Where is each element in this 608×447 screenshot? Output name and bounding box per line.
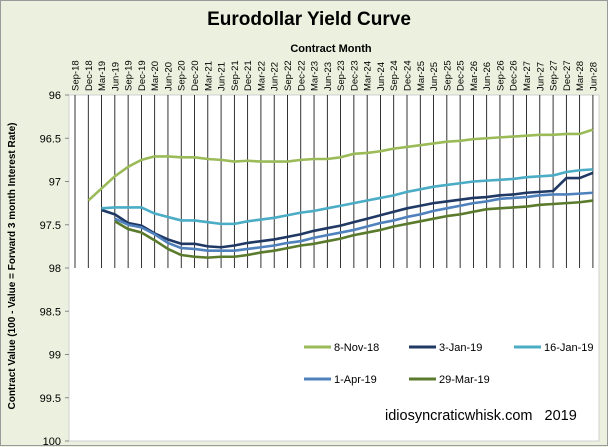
x-tick-label: Sep-26 [495,60,506,91]
x-tick-label: Sep-27 [549,60,560,91]
x-tick-label: Sep-21 [230,60,241,91]
series-line-8-Nov-18 [87,128,594,202]
chart-title: Eurodollar Yield Curve [207,9,411,30]
x-tick-label: Dec-18 [84,60,95,91]
x-tick-label: Mar-22 [256,61,267,91]
x-tick-label: Jun-21 [217,62,228,91]
x-tick-label: Dec-26 [509,60,520,91]
x-tick-label: Jun-22 [270,62,281,91]
x-axis-title: Contract Month [290,43,372,55]
x-tick-label: Mar-25 [416,61,427,91]
gridlines [74,95,594,268]
x-tick-label: Dec-23 [349,60,360,91]
x-tick-label: Dec-21 [243,60,254,91]
series-line-16-Jan-19 [101,168,594,226]
x-tick-label: Jun-19 [110,62,121,91]
x-tick-label: Mar-21 [203,61,214,91]
y-tick-label: 98.5 [40,306,61,318]
x-tick-label: Mar-27 [522,61,533,91]
legend-label-1-Apr-19: 1-Apr-19 [334,374,377,386]
x-tick-label: Mar-19 [97,61,108,91]
y-tick-label: 99 [49,350,61,362]
legend-label-8-Nov-18: 8-Nov-18 [334,342,379,354]
x-tick-label: Sep-24 [389,60,400,91]
x-tick-label: Mar-28 [575,61,586,91]
y-tick-label: 100 [43,436,61,447]
x-tick-label: Dec-20 [190,60,201,91]
y-tick-label: 96 [49,90,61,102]
x-tick-label: Dec-25 [456,60,467,91]
watermark-annotation: idiosyncraticwhisk.com 2019 [385,408,577,424]
y-axis: 96 96.5 97 97.5 98 98.5 99 99.5 100 [40,90,69,447]
plot-area [68,94,600,442]
x-axis: Sep-18 Dec-18 Mar-19 Jun-19 Sep-19 Dec-19 Mar-… [71,60,600,91]
y-tick-label: 98 [49,263,61,275]
x-tick-label: Jun-28 [588,62,599,91]
x-tick-label: Mar-24 [363,61,374,91]
x-tick-label: Sep-18 [71,60,82,91]
x-tick-label: Dec-24 [403,60,414,91]
series-line-3-Jan-19 [101,171,594,249]
x-tick-label: Mar-26 [469,61,480,91]
x-tick-label: Jun-27 [535,62,546,91]
legend-label-16-Jan-19: 16-Jan-19 [544,342,594,354]
x-tick-label: Jun-23 [323,62,334,91]
y-tick-label: 99.5 [40,393,61,405]
y-axis-title: Contract Value (100 - Value = Forward 3 … [7,122,18,409]
series-line-29-Mar-19 [114,199,594,259]
x-tick-label: Jun-26 [482,62,493,91]
x-tick-label: Sep-19 [124,60,135,91]
series-line-1-Apr-19 [114,191,594,252]
x-tick-label: Jun-24 [376,62,387,91]
legend: 8-Nov-18 3-Jan-19 16-Jan-19 1-Apr-19 29-Mar-… [304,342,594,386]
series-lines [87,128,594,259]
x-tick-label: Dec-19 [137,60,148,91]
x-tick-label: Mar-23 [310,61,321,91]
x-tick-label: Dec-27 [562,60,573,91]
x-tick-label: Sep-25 [442,60,453,91]
y-tick-label: 96.5 [40,133,61,145]
legend-label-3-Jan-19: 3-Jan-19 [439,342,482,354]
x-tick-label: Dec-22 [296,60,307,91]
x-tick-label: Jun-20 [163,62,174,91]
x-tick-label: Sep-23 [336,60,347,91]
x-tick-label: Sep-22 [283,60,294,91]
x-tick-label: Jun-25 [429,62,440,91]
y-tick-label: 97.5 [40,220,61,232]
x-tick-label: Mar-20 [150,61,161,91]
y-tick-label: 97 [49,177,61,189]
legend-label-29-Mar-19: 29-Mar-19 [439,374,490,386]
x-tick-label: Sep-20 [177,60,188,91]
